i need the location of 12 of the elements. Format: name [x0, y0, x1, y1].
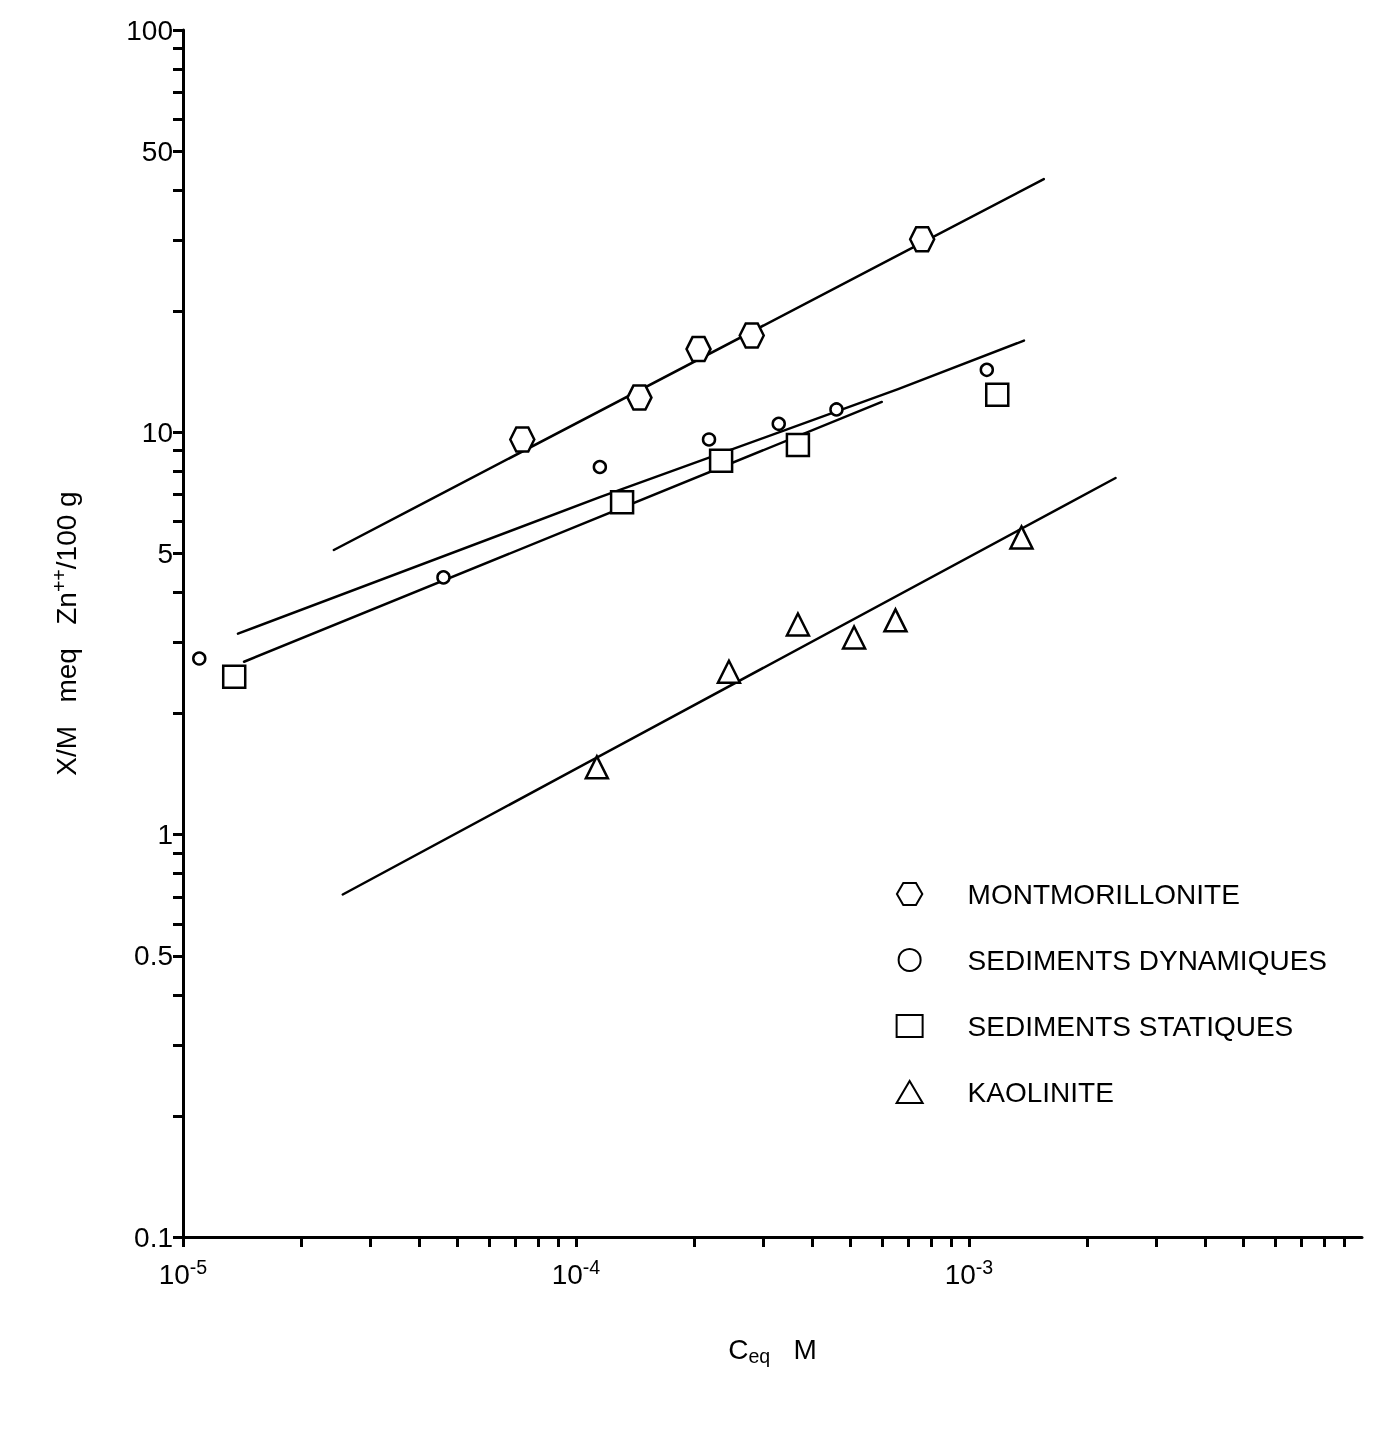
- y-tick-label: 100: [126, 14, 173, 46]
- y-axis-title: X/M meq Zn++/100 g: [48, 491, 82, 776]
- y-tick-label: 0.5: [134, 940, 173, 972]
- legend-label: SEDIMENTS STATIQUES: [967, 1010, 1294, 1042]
- legend-label: MONTMORILLONITE: [967, 878, 1240, 910]
- y-tick-label: 1: [157, 819, 173, 851]
- y-tick-label: 0.1: [134, 1221, 173, 1253]
- y-tick-label: 50: [141, 135, 173, 167]
- legend-label: KAOLINITE: [967, 1076, 1114, 1108]
- y-tick-label: 10: [141, 416, 173, 448]
- legend-label: SEDIMENTS DYNAMIQUES: [967, 944, 1328, 976]
- y-tick-label: 5: [157, 537, 173, 569]
